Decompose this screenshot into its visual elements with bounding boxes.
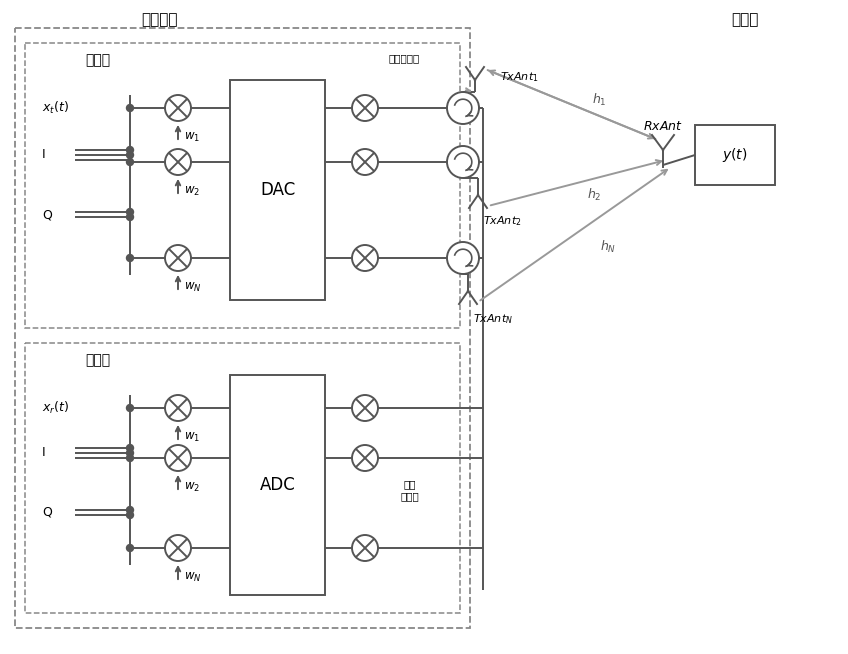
Circle shape	[352, 535, 378, 561]
Circle shape	[165, 395, 191, 421]
Text: $TxAnt_N$: $TxAnt_N$	[473, 312, 513, 326]
Circle shape	[352, 245, 378, 271]
Circle shape	[126, 449, 133, 456]
Text: Q: Q	[42, 506, 52, 519]
Text: $w_2$: $w_2$	[184, 184, 200, 198]
Text: $y(t)$: $y(t)$	[722, 146, 748, 164]
Circle shape	[126, 511, 133, 519]
Text: 受信系: 受信系	[85, 353, 110, 367]
Text: $w_N$: $w_N$	[184, 570, 202, 583]
Circle shape	[126, 405, 133, 411]
Circle shape	[126, 146, 133, 154]
Circle shape	[126, 152, 133, 158]
Text: $w_2$: $w_2$	[184, 481, 200, 494]
Text: $h_1$: $h_1$	[592, 92, 606, 107]
Bar	[230, 80, 325, 300]
Circle shape	[447, 242, 479, 274]
Circle shape	[126, 158, 133, 165]
Circle shape	[352, 149, 378, 175]
Text: $w_1$: $w_1$	[184, 430, 200, 443]
Text: $h_N$: $h_N$	[600, 239, 616, 254]
Text: 送信系: 送信系	[85, 53, 110, 67]
Circle shape	[352, 395, 378, 421]
Circle shape	[126, 506, 133, 513]
Text: センサ: センサ	[731, 12, 759, 27]
Circle shape	[126, 254, 133, 262]
Text: 給電装置: 給電装置	[142, 12, 178, 27]
Circle shape	[352, 445, 378, 471]
Text: $w_1$: $w_1$	[184, 130, 200, 143]
Text: $TxAnt_2$: $TxAnt_2$	[483, 214, 522, 228]
Text: DAC: DAC	[259, 181, 295, 199]
Circle shape	[165, 149, 191, 175]
Text: $x_r(t)$: $x_r(t)$	[42, 400, 70, 416]
Text: $w_N$: $w_N$	[184, 281, 202, 294]
Circle shape	[126, 213, 133, 220]
Bar	[695, 125, 775, 185]
Text: ADC: ADC	[259, 476, 295, 494]
Bar	[15, 28, 470, 628]
Circle shape	[126, 105, 133, 111]
Text: 直交変調器: 直交変調器	[388, 53, 420, 63]
Circle shape	[447, 92, 479, 124]
Text: I: I	[42, 148, 46, 162]
Circle shape	[352, 95, 378, 121]
Circle shape	[126, 455, 133, 462]
Bar	[25, 43, 460, 328]
Circle shape	[447, 146, 479, 178]
Bar	[230, 375, 325, 595]
Circle shape	[165, 445, 191, 471]
Text: $TxAnt_1$: $TxAnt_1$	[500, 70, 538, 84]
Text: 直交
復調器: 直交 復調器	[400, 479, 420, 501]
Circle shape	[165, 535, 191, 561]
Circle shape	[126, 209, 133, 216]
Circle shape	[165, 95, 191, 121]
Text: I: I	[42, 445, 46, 458]
Text: $h_2$: $h_2$	[587, 187, 601, 203]
Circle shape	[126, 445, 133, 451]
Text: $RxAnt$: $RxAnt$	[643, 120, 683, 133]
Circle shape	[126, 545, 133, 551]
Text: $x_t(t)$: $x_t(t)$	[42, 100, 69, 116]
Text: Q: Q	[42, 209, 52, 222]
Bar	[25, 343, 460, 613]
Circle shape	[165, 245, 191, 271]
